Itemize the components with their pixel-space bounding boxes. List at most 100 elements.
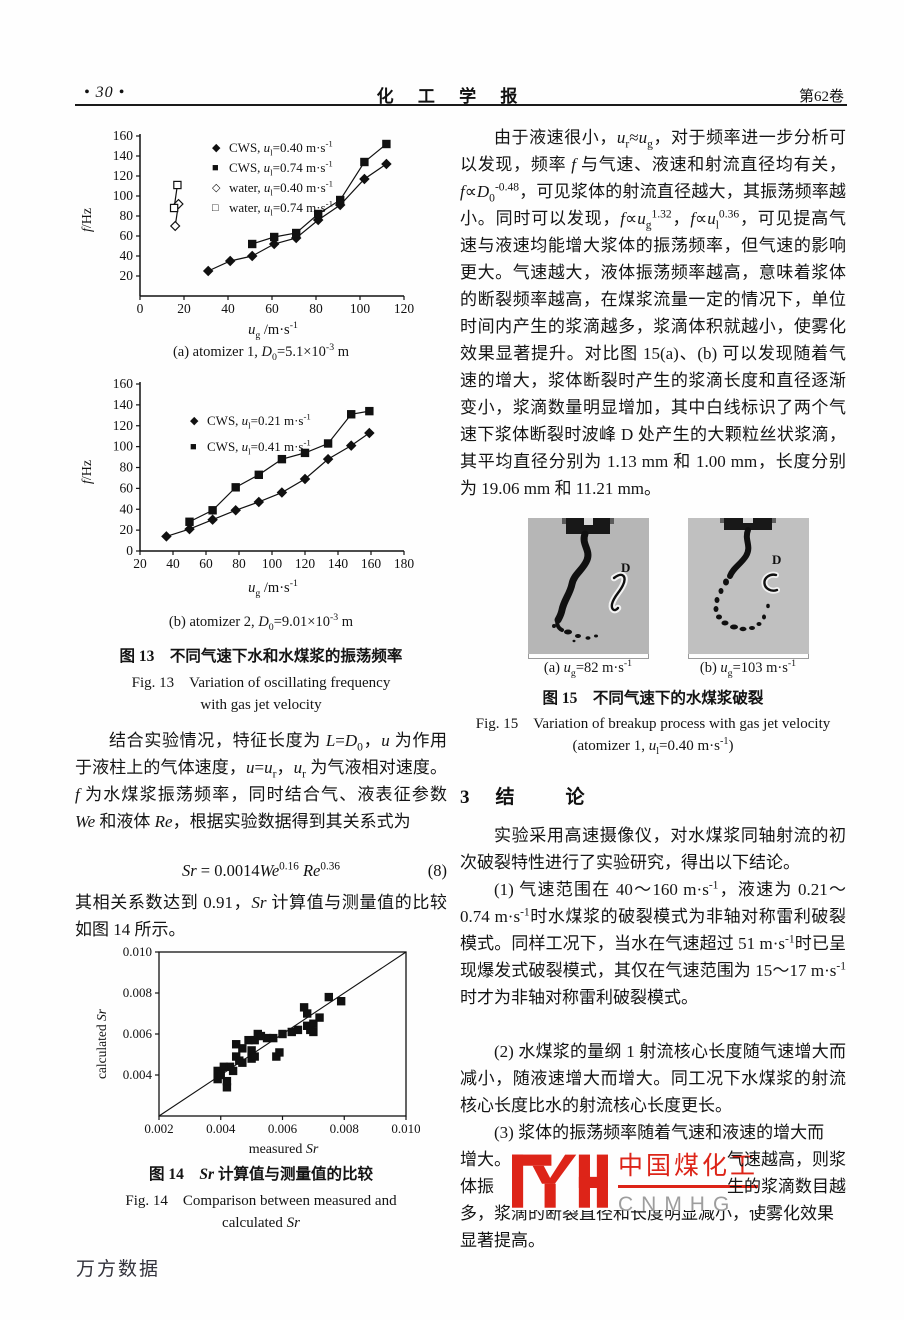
conclusion-3-line-2-left: 增大。: [460, 1150, 511, 1169]
watermark: 中国煤化工 CNMHG: [512, 1144, 758, 1216]
watermark-logo: [512, 1154, 608, 1208]
conclusion-3-line-3-right: 生的浆滴数目越: [727, 1177, 846, 1196]
svg-text:0.002: 0.002: [144, 1121, 173, 1136]
svg-text:40: 40: [166, 556, 180, 571]
fig13-caption-en-2: with gas jet velocity: [200, 697, 322, 713]
section-3-title: 结 论: [495, 787, 601, 808]
fig13b-chart: 20 40 60 80 100 120 140 160 180 0 20 40 60 80 100 120 14…: [80, 372, 420, 577]
fig14-x-axis-label: measured Sr: [248, 1142, 319, 1157]
svg-text:60: 60: [199, 556, 213, 571]
breakup-photo-b: D: [688, 518, 809, 659]
watermark-zh-text: 中国煤化工: [617, 1146, 758, 1188]
svg-text:100: 100: [113, 439, 134, 454]
legend-item: ◆ CWS, ul=0.40 m·s-1: [212, 138, 333, 158]
svg-text:120: 120: [394, 301, 415, 316]
fig13b-subcaption: (b) atomizer 2, D0=9.01×10-3 m: [168, 612, 354, 633]
svg-text:160: 160: [361, 556, 382, 571]
fig13b-legend: ◆ CWS, ul=0.21 m·s-1 ■ CWS, ul=0.41 m·s-1: [190, 408, 311, 460]
svg-text:0.006: 0.006: [123, 1026, 153, 1041]
section-3-heading: 3 结 论: [460, 782, 601, 809]
wanfang-data-mark: 万方数据: [76, 1259, 161, 1280]
svg-text:140: 140: [328, 556, 349, 571]
fig13a-legend: ◆ CWS, ul=0.40 m·s-1 ■ CWS, ul=0.74 m·s-1 ◇ w…: [212, 138, 333, 218]
conclusion-3-line-1: (3) 浆体的振荡频率随着气速和液速的增大而: [494, 1123, 825, 1142]
header-rule: [75, 104, 847, 106]
svg-text:120: 120: [113, 168, 134, 183]
fig14-caption-zh: 图 14 Sr 计算值与测量值的比较: [149, 1166, 373, 1183]
fig15-caption-sub: (atomizer 1, ul=0.40 m·s-1): [572, 736, 734, 757]
conclusion-2: (2) 水煤浆的量纲 1 射流核心长度随气速增大而减小，随液速增大而增大。同工况…: [460, 1042, 846, 1115]
svg-text:40: 40: [221, 301, 235, 316]
fig13b-y-axis-label: f/Hz: [80, 459, 96, 485]
fig15-caption-en: Fig. 15 Variation of breakup process wit…: [475, 716, 831, 732]
svg-text:0.008: 0.008: [123, 985, 152, 1000]
fig13-caption-en-1: Fig. 13 Variation of oscillating frequen…: [131, 675, 391, 691]
legend-label: CWS, ul=0.40 m·s-1: [229, 138, 333, 158]
svg-text:180: 180: [394, 556, 415, 571]
diamond-filled-legend-marker-icon: ◆: [212, 141, 221, 154]
diamond-filled-legend-marker-icon: ◆: [190, 414, 199, 427]
conclusion-3-line-2: 增大。 气速越高，则浆: [460, 1146, 846, 1173]
conclusion-intro: 实验采用高速摄像仪，对水煤浆同轴射流的初次破裂特性进行了实验研究，得出以下结论。: [460, 826, 846, 872]
svg-text:20: 20: [120, 268, 134, 283]
equation-8: Sr = 0.0014We0.16 Re0.36 (8): [75, 861, 447, 881]
svg-text:0.004: 0.004: [123, 1067, 153, 1082]
conclusion-3-line-5: 显著提高。: [460, 1231, 545, 1250]
square-filled-legend-marker-icon: ■: [212, 161, 219, 174]
section-3-number: 3: [460, 787, 470, 808]
svg-text:0.004: 0.004: [206, 1121, 236, 1136]
fig14-caption-en-2: calculated Sr: [222, 1215, 300, 1231]
legend-item: ◆ CWS, ul=0.21 m·s-1: [190, 408, 311, 434]
svg-text:20: 20: [177, 301, 191, 316]
svg-text:60: 60: [265, 301, 279, 316]
svg-text:0: 0: [126, 543, 133, 558]
fig15-sub-b: (b) ug=103 m·s-1: [699, 658, 797, 679]
legend-label: CWS, ul=0.21 m·s-1: [207, 411, 311, 431]
svg-text:80: 80: [309, 301, 323, 316]
svg-text:100: 100: [350, 301, 371, 316]
square-open-legend-marker-icon: □: [212, 201, 219, 214]
conclusion-3-line-2-right: 气速越高，则浆: [727, 1150, 846, 1169]
legend-item: ■ CWS, ul=0.41 m·s-1: [190, 434, 311, 460]
fig14-plot-svg: 0.002 0.004 0.006 0.008 0.010 0.004 0.006 0.008…: [123, 944, 420, 1136]
svg-text:100: 100: [262, 556, 283, 571]
diamond-open-legend-marker-icon: ◇: [212, 181, 221, 194]
page-number: • 30 •: [84, 84, 126, 101]
volume-label: 第62卷: [798, 89, 844, 105]
breakup-photo-a: D: [528, 518, 649, 659]
svg-text:160: 160: [113, 128, 134, 143]
left-paragraph-2: 其相关系数达到 0.91，Sr 计算值与测量值的比较如图 14 所示。: [75, 893, 447, 939]
equation-8-number: (8): [427, 861, 447, 880]
fig13-caption-zh: 图 13 不同气速下水和水煤浆的振荡频率: [119, 648, 403, 665]
left-paragraph-1: 结合实验情况，特征长度为 L=D0，u 为作用于液柱上的气体速度，u=ur，ur…: [75, 731, 448, 831]
fig14-y-axis-label: calculated Sr: [94, 1008, 110, 1080]
conclusion-3-line-3-left: 体振: [460, 1177, 494, 1196]
svg-text:0.010: 0.010: [123, 944, 152, 959]
svg-text:100: 100: [113, 188, 134, 203]
breakup-photo-a-svg: D: [528, 518, 649, 654]
fig13b-plot-svg: 20 40 60 80 100 120 140 160 18002040608010012014…: [113, 376, 415, 571]
fig14-caption-en-1: Fig. 14 Comparison between measured and: [125, 1193, 397, 1209]
svg-text:20: 20: [120, 522, 134, 537]
legend-label: water, ul=0.74 m·s-1: [229, 198, 334, 218]
fig14-chart: 0.002 0.004 0.006 0.008 0.010 0.004 0.006 0.008…: [94, 944, 420, 1144]
svg-text:0.006: 0.006: [268, 1121, 298, 1136]
svg-text:160: 160: [113, 376, 134, 391]
legend-label: CWS, ul=0.74 m·s-1: [229, 158, 333, 178]
legend-label: water, ul=0.40 m·s-1: [229, 178, 334, 198]
svg-text:140: 140: [113, 397, 134, 412]
fig13a-y-axis-label: f/Hz: [80, 207, 96, 233]
svg-text:140: 140: [113, 148, 134, 163]
breakup-photo-b-svg: D: [688, 518, 809, 654]
svg-text:0.008: 0.008: [330, 1121, 359, 1136]
fig13a-plot-svg: 0 20 40 60 80 100 120 20 40 60 80 100 120 140 160: [113, 128, 415, 316]
journal-title: 化 工 学 报: [376, 87, 528, 106]
fig13a-subcaption: (a) atomizer 1, D0=5.1×10-3 m: [172, 342, 350, 363]
fig15-sub-a: (a) ug=82 m·s-1: [543, 658, 633, 679]
watermark-en-text: CNMHG: [617, 1193, 738, 1216]
fig13b-x-axis-label: ug /m·s-1: [248, 578, 298, 599]
watermark-text: 中国煤化工 CNMHG: [617, 1144, 758, 1217]
fig13a-chart: 0 20 40 60 80 100 120 20 40 60 80 100 120 140 160 ◆ CWS…: [80, 126, 420, 322]
svg-text:80: 80: [120, 208, 134, 223]
